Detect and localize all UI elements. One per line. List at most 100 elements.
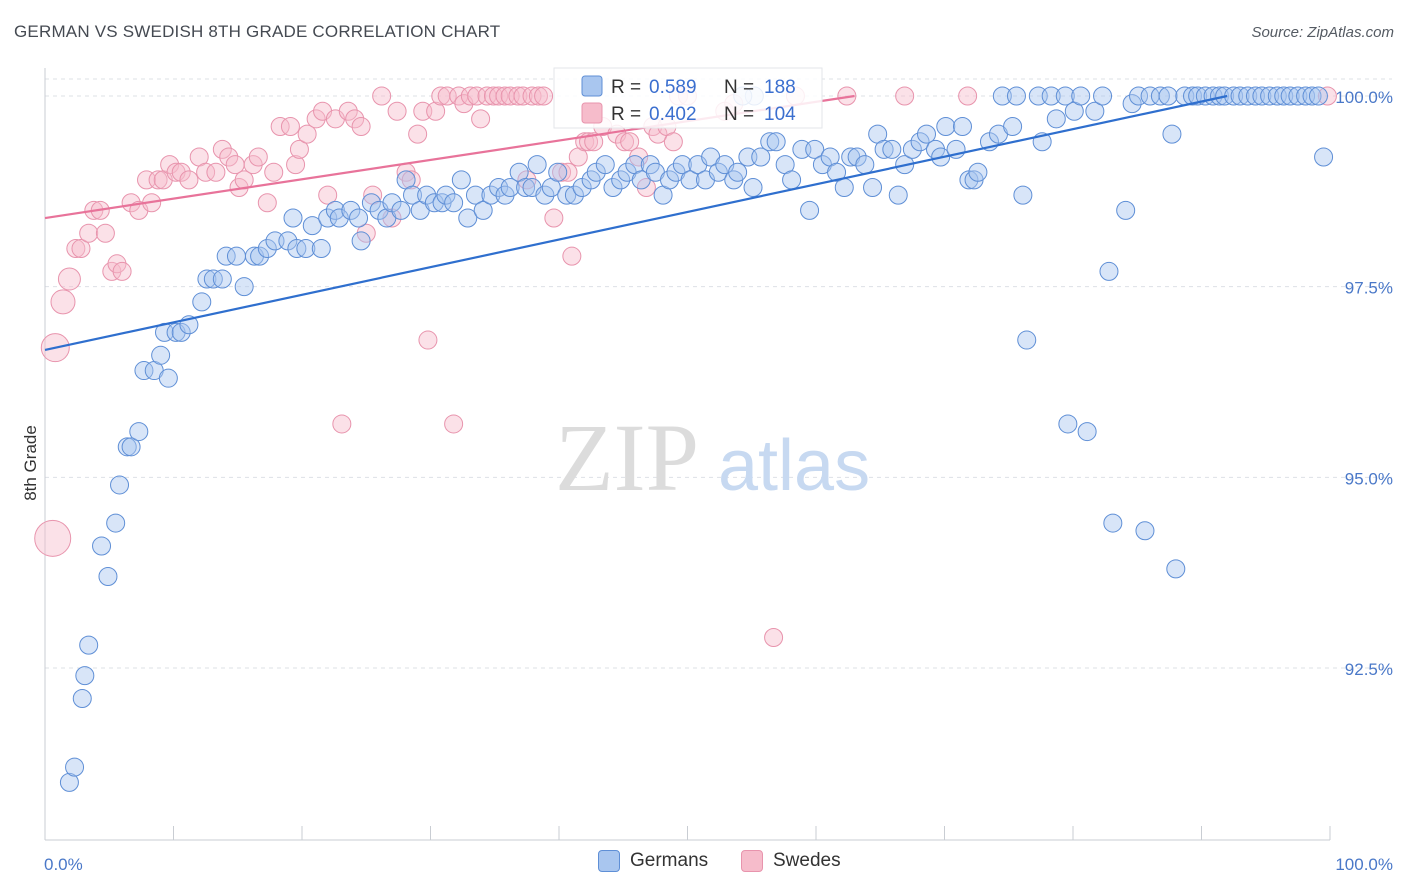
germans-point <box>129 422 149 442</box>
swedes-point <box>112 261 132 281</box>
swedes-point <box>148 170 168 190</box>
germans-point <box>302 216 322 236</box>
germans-point <box>110 475 130 495</box>
swedes-point <box>338 101 358 121</box>
germans-point <box>1116 200 1136 220</box>
germans-point <box>417 185 437 205</box>
legend-swedes-n-value: 104 <box>764 104 796 125</box>
swedes-point <box>584 132 604 152</box>
swedes-point <box>297 124 317 144</box>
germans-point <box>65 757 85 777</box>
germans-swatch <box>598 850 620 872</box>
germans-point <box>234 277 254 297</box>
germans-point <box>481 185 501 205</box>
germans-point <box>660 170 680 190</box>
swedes-point <box>418 330 438 350</box>
germans-point <box>1055 86 1075 106</box>
swedes-point <box>764 627 784 647</box>
germans-point <box>500 178 520 198</box>
germans-point <box>603 178 623 198</box>
germans-point <box>766 132 786 152</box>
germans-point <box>1041 86 1061 106</box>
germans-point <box>351 231 371 251</box>
germans-point <box>341 200 361 220</box>
swedes-point <box>387 101 407 121</box>
swedes-point <box>558 162 578 182</box>
germans-point <box>1308 86 1328 106</box>
germans-point <box>106 513 126 533</box>
germans-points <box>59 86 1334 792</box>
germans-point <box>1077 422 1097 442</box>
germans-point <box>548 162 568 182</box>
swedes-point <box>289 139 309 159</box>
germans-point <box>311 239 331 259</box>
germans-point <box>527 155 547 175</box>
germans-point <box>192 292 212 312</box>
germans-point <box>250 246 270 266</box>
germans-point <box>968 162 988 182</box>
germans-point <box>1129 86 1149 106</box>
watermark: ZIP atlas <box>555 404 870 511</box>
swedes-point <box>306 109 326 129</box>
swedes-point <box>837 86 857 106</box>
germans-point <box>936 117 956 137</box>
swedes-point <box>372 86 392 106</box>
swedes-point <box>471 109 491 129</box>
germans-point <box>1302 86 1322 106</box>
germans-point <box>902 139 922 159</box>
chart-title: GERMAN VS SWEDISH 8TH GRADE CORRELATION … <box>14 22 501 41</box>
swedes-point <box>196 162 216 182</box>
swedes-point <box>528 86 548 106</box>
swedes-point <box>544 208 564 228</box>
legend-item-germans[interactable]: Germans <box>598 850 708 872</box>
germans-point <box>1085 101 1105 121</box>
swedes-point <box>257 193 277 213</box>
swedes-point <box>426 101 446 121</box>
germans-point <box>751 147 771 167</box>
germans-point <box>197 269 217 289</box>
germans-point <box>516 178 536 198</box>
swedes-point <box>248 147 268 167</box>
germans-point <box>910 132 930 152</box>
legend-swedes-r-value: 0.402 <box>649 104 697 125</box>
swedes-point <box>345 109 365 129</box>
germans-point <box>329 208 349 228</box>
germans-point <box>473 200 493 220</box>
germans-point <box>151 345 171 365</box>
germans-label: Germans <box>630 850 709 871</box>
germans-point <box>283 208 303 228</box>
germans-point <box>489 178 509 198</box>
germans-point <box>451 170 471 190</box>
swedes-point <box>444 414 464 434</box>
germans-point <box>1150 86 1170 106</box>
germans-point <box>1274 86 1294 106</box>
germans-point <box>216 246 236 266</box>
germans-point <box>1238 86 1258 106</box>
swedes-point <box>615 132 635 152</box>
swedes-point <box>179 170 199 190</box>
legend-item-swedes[interactable]: Swedes <box>741 850 841 872</box>
germans-point <box>403 185 423 205</box>
trendlines <box>44 94 1228 352</box>
swedes-point <box>34 519 72 557</box>
series-legend: Germans Swedes <box>0 850 1406 880</box>
y-tick-label: 97.5% <box>1345 279 1393 298</box>
legend-germans-r-label: R = <box>611 77 641 98</box>
germans-point <box>874 139 894 159</box>
germans-point <box>212 269 232 289</box>
germans-point <box>672 155 692 175</box>
germans-point <box>1135 521 1155 541</box>
germans-point <box>863 178 883 198</box>
germans-point <box>1093 86 1113 106</box>
germans-point <box>436 185 456 205</box>
germans-point <box>296 239 316 259</box>
germans-point <box>226 246 246 266</box>
germans-point <box>708 162 728 182</box>
swedes-point <box>264 162 284 182</box>
germans-point <box>611 170 631 190</box>
y-axis-label: 8th Grade <box>21 425 40 501</box>
germans-point <box>1245 86 1265 106</box>
swedes-point <box>620 132 640 152</box>
germans-point <box>75 666 95 686</box>
